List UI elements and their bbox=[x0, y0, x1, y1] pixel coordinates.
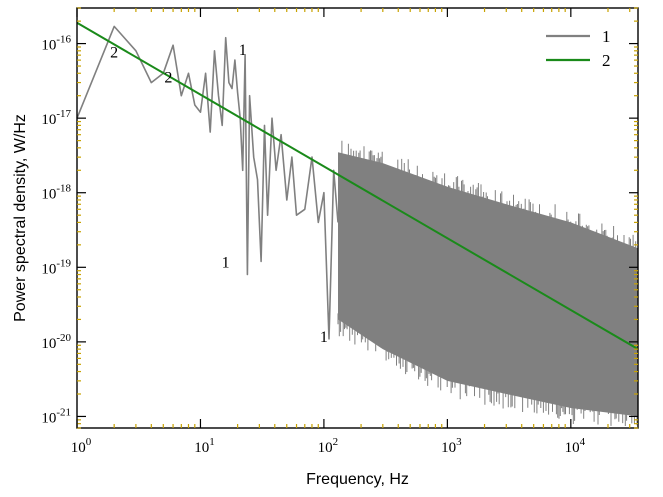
y-tick-label: 10-21 bbox=[41, 406, 71, 426]
x-axis bbox=[76, 8, 572, 428]
curve-annotation: 1 bbox=[320, 329, 328, 346]
x-tick-label: 101 bbox=[194, 436, 215, 456]
y-tick-label: 10-17 bbox=[41, 108, 71, 128]
y-tick-label: 10-20 bbox=[41, 332, 71, 352]
x-tick-label: 103 bbox=[441, 436, 462, 456]
series-2-line bbox=[76, 21, 639, 350]
minor-ticks bbox=[77, 7, 638, 429]
curve-annotation: 2 bbox=[164, 70, 172, 87]
x-tick-label: 102 bbox=[318, 436, 339, 456]
x-axis-title: Frequency, Hz bbox=[306, 471, 409, 488]
legend-label: 1 bbox=[602, 27, 611, 46]
plot-frame bbox=[76, 7, 639, 429]
x-tick-label: 104 bbox=[565, 436, 586, 456]
y-axis bbox=[77, 42, 638, 418]
y-tick-label: 10-16 bbox=[41, 34, 71, 54]
annotations: 1 2 2 1 1 bbox=[110, 42, 328, 346]
legend: 12 bbox=[546, 27, 611, 70]
series-1-line bbox=[76, 25, 339, 340]
noise-spikes bbox=[337, 140, 638, 426]
noise-spike-path bbox=[337, 140, 638, 426]
y-tick-label: 10-18 bbox=[41, 183, 71, 203]
curve-annotation: 1 bbox=[239, 42, 247, 59]
y-tick-label: 10-19 bbox=[41, 257, 71, 277]
x-tick-label: 100 bbox=[71, 436, 92, 456]
curve-annotation: 1 bbox=[222, 254, 230, 271]
legend-label: 2 bbox=[602, 51, 611, 70]
curve-annotation: 2 bbox=[110, 45, 118, 62]
y-axis-title: Power spectral density, W/Hz bbox=[12, 114, 29, 322]
